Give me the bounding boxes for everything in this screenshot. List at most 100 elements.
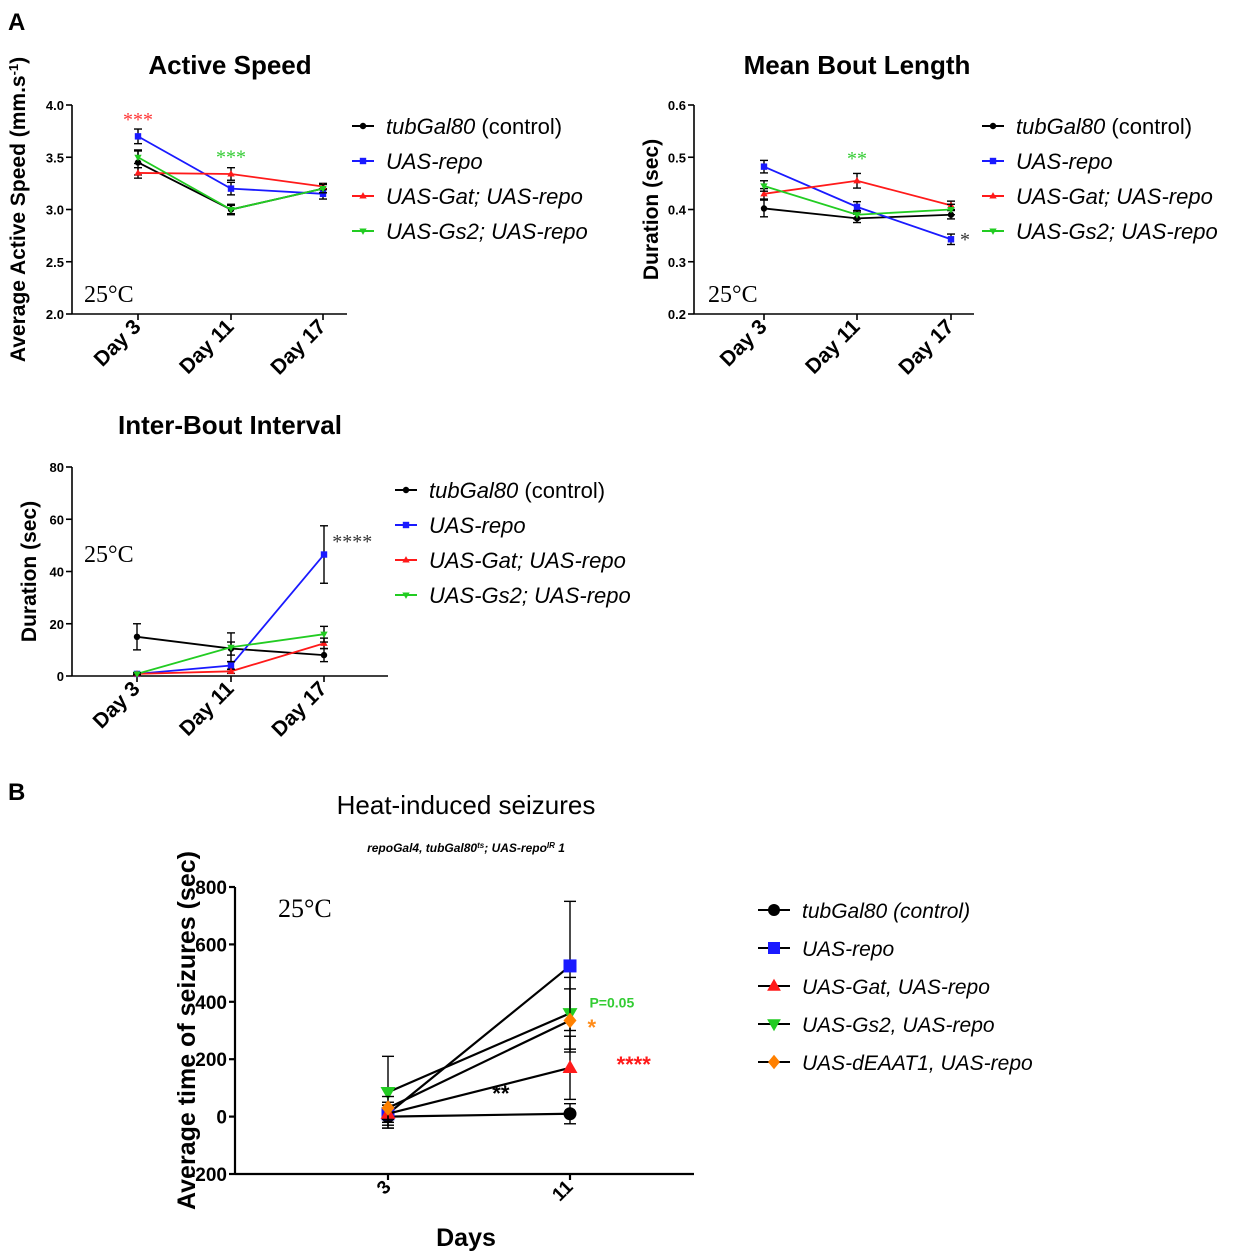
series-1 <box>134 128 327 200</box>
series-3 <box>134 150 327 215</box>
chart-ibi: Inter-Bout Interval 0 20 40 60 80 Day 3 Day 11 D… <box>18 410 631 741</box>
x-tick-label: Day 3 <box>90 315 146 371</box>
legend-marker <box>359 122 367 130</box>
legend-label: tubGal80 (control) <box>1016 114 1192 139</box>
y-axis-label-superscript: -1 <box>6 64 21 76</box>
y-axis-label-text: Average time of seizures (sec) <box>173 851 201 1210</box>
legend-marker <box>989 192 997 199</box>
data-point <box>853 176 861 184</box>
data-point <box>227 170 235 177</box>
y-tick-label: 400 <box>195 993 227 1014</box>
panel-b-label: B <box>8 779 25 806</box>
y-tick-label: 800 <box>195 878 227 899</box>
data-point <box>227 662 235 669</box>
y-tick-label: 20 <box>50 617 64 632</box>
y-tick-label: 0.3 <box>668 255 686 270</box>
y-tick-label: 2.5 <box>46 255 64 270</box>
series-line <box>387 1112 571 1118</box>
data-point <box>227 667 235 674</box>
chart-title: Mean Bout Length <box>744 50 971 80</box>
subtitle-part: ; UAS-repo <box>484 841 547 855</box>
x-tick-label: Day 3 <box>89 677 145 733</box>
legend-label: UAS-Gat; UAS-repo <box>1016 184 1213 209</box>
data-point <box>320 551 328 558</box>
legend-marker <box>359 157 367 165</box>
data-point <box>133 671 141 678</box>
significance-label: P=0.05 <box>589 995 634 1011</box>
legend-marker <box>402 521 410 529</box>
panel-a-label: A <box>8 9 25 36</box>
data-point <box>563 1012 577 1029</box>
x-tick-label: Day 11 <box>175 677 239 741</box>
legend-label-italic: UAS-Gat; UAS-repo <box>386 184 583 209</box>
y-axis-label-text: Average Active Speed (mm.s <box>7 75 30 362</box>
legend-label-rest: (control) <box>518 478 605 503</box>
x-tick-label: Day 17 <box>267 677 331 741</box>
y-tick-label: 200 <box>195 1050 227 1071</box>
legend-label: tubGal80 (control) <box>386 114 562 139</box>
x-axis-label: Days <box>436 1224 496 1252</box>
chart-title: Heat-induced seizures <box>337 790 596 820</box>
series-3 <box>380 976 578 1129</box>
data-point <box>227 644 235 652</box>
legend-label: UAS-Gs2; UAS-repo <box>386 219 588 244</box>
legend-label-italic: UAS-repo <box>802 938 895 961</box>
y-axis-label: Average Active Speed (mm.s-1) <box>6 57 31 362</box>
series-2 <box>380 1035 578 1124</box>
data-point <box>947 206 955 214</box>
y-axis-label: Average time of seizures (sec) <box>173 851 201 1210</box>
x-tick-label: Day 3 <box>716 315 772 371</box>
legend: tubGal80 (control) UAS-repo UAS-Gat; UAS-r… <box>395 478 631 608</box>
significance-label: *** <box>123 109 153 131</box>
y-tick-label: 3.5 <box>46 150 64 165</box>
data-point <box>319 190 327 198</box>
y-tick-label: 4.0 <box>46 98 64 113</box>
series-2 <box>134 166 327 191</box>
temperature-label: 25°C <box>84 542 134 568</box>
subtitle-part: 1 <box>555 841 565 855</box>
chart-subtitle: repoGal4, tubGal80ts; UAS-repoIR 1 <box>367 841 565 856</box>
subtitle-superscript: ts <box>477 841 485 850</box>
chart-title: Inter-Bout Interval <box>118 410 342 440</box>
significance-label: **** <box>332 531 372 553</box>
legend-label-italic: UAS-Gat, UAS-repo <box>802 976 990 999</box>
temperature-label: 25°C <box>708 282 758 308</box>
legend-marker <box>989 157 997 165</box>
legend-label-rest: (control) <box>1105 114 1192 139</box>
x-tick-label: 3 <box>373 1177 395 1199</box>
y-tick-label: 80 <box>50 460 64 475</box>
series-line <box>387 1066 571 1115</box>
legend-label-italic: UAS-Gs2; UAS-repo <box>386 219 588 244</box>
legend-label: tubGal80 (control) <box>802 900 970 923</box>
data-point <box>133 633 141 641</box>
legend-label: UAS-repo <box>1016 149 1113 174</box>
data-point <box>563 959 577 973</box>
series-line <box>387 1012 571 1094</box>
legend-label-italic: UAS-Gs2; UAS-repo <box>1016 219 1218 244</box>
subtitle-superscript: IR <box>547 841 555 850</box>
legend-label-italic: tubGal80 <box>429 478 519 503</box>
legend-label: tubGal80 (control) <box>429 478 605 503</box>
x-tick-label: Day 17 <box>266 315 330 379</box>
y-axis-label-text: Duration (sec) <box>640 139 663 280</box>
x-tick-label: Day 11 <box>175 315 239 379</box>
series-line <box>387 1019 571 1109</box>
legend-marker <box>402 556 410 563</box>
series-1 <box>760 159 955 246</box>
legend-label-italic: UAS-repo <box>386 149 483 174</box>
series-2 <box>760 172 955 211</box>
legend-label-italic: UAS-Gs2; UAS-repo <box>429 583 631 608</box>
data-point <box>760 183 768 190</box>
legend-label: UAS-Gat; UAS-repo <box>386 184 583 209</box>
data-point <box>134 169 142 176</box>
legend-label-italic: tubGal80 <box>386 114 476 139</box>
data-point <box>134 154 142 162</box>
legend-marker <box>768 904 780 916</box>
legend-label: UAS-repo <box>802 938 895 961</box>
legend: tubGal80 (control) UAS-repo UAS-Gat, UAS-r… <box>758 900 1033 1075</box>
data-point <box>760 189 768 197</box>
legend: tubGal80 (control) UAS-repo UAS-Gat; UAS-r… <box>982 114 1218 244</box>
y-tick-label: 0.2 <box>668 307 686 322</box>
legend-marker <box>767 978 781 991</box>
